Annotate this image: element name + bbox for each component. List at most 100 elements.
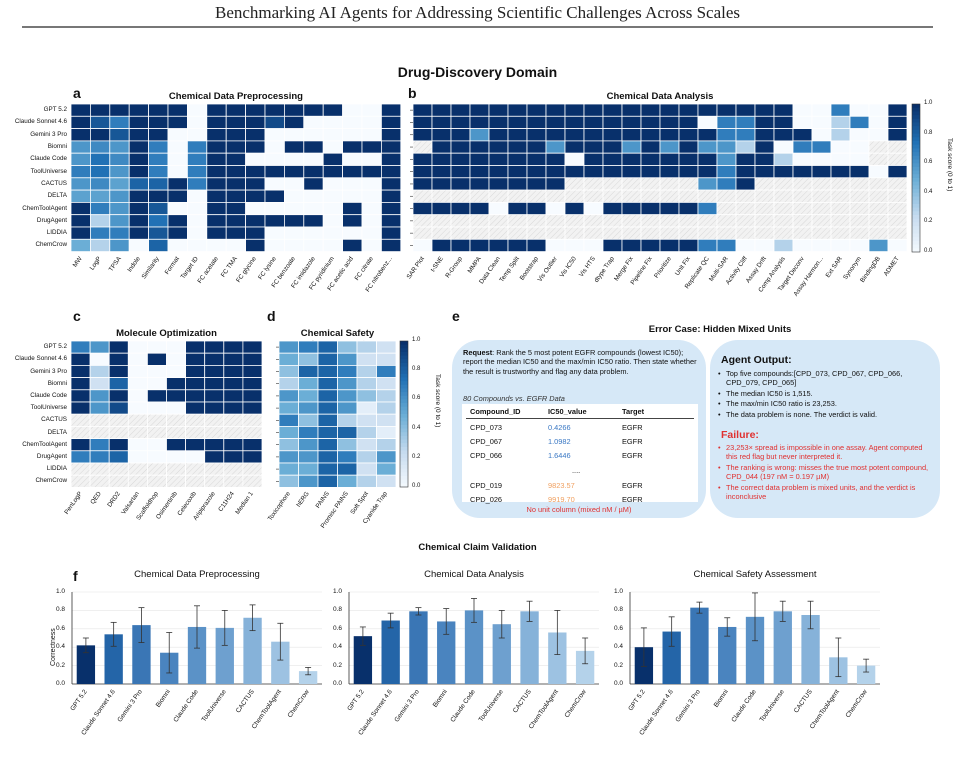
heatmap-cell (283, 152, 305, 166)
domain-title: Drug-Discovery Domain (397, 64, 558, 80)
heatmap-cell (70, 238, 91, 253)
heatmap-cell (322, 128, 343, 142)
heatmap-cell (225, 214, 246, 228)
heatmap-cell (735, 115, 756, 130)
heatmap-cell (204, 401, 225, 415)
heatmap-cell (167, 165, 188, 179)
heatmap-cell (317, 377, 338, 391)
heatmap-cell (166, 474, 187, 488)
heatmap-cell (583, 140, 604, 154)
heatmap-cell (735, 177, 756, 191)
heatmap-cell (887, 202, 908, 216)
heatmap-cell (431, 140, 452, 154)
bar (520, 611, 539, 684)
heatmap-cell (204, 364, 225, 378)
heatmap-cell (507, 115, 528, 130)
heatmap-cell (278, 426, 299, 440)
heatmap-cell (792, 214, 813, 228)
heatmap-cell (830, 165, 851, 179)
heatmap-cell (264, 128, 285, 142)
heatmap-cell (185, 377, 206, 391)
heatmap-cell (283, 177, 305, 191)
row-label: LIDDIA (46, 229, 67, 237)
row-label: DELTA (47, 428, 67, 436)
heatmap-cell (830, 214, 851, 228)
colorbar-step (912, 107, 920, 112)
heatmap-cell (342, 152, 363, 166)
table-rule (466, 418, 694, 419)
heatmap-cell (70, 352, 91, 366)
heatmap-cell (716, 165, 737, 179)
heatmap-cell (412, 165, 433, 179)
heatmap-cell (469, 140, 490, 154)
heatmap-cell (322, 152, 343, 166)
heatmap-cell (811, 238, 832, 253)
heatmap-cell (89, 202, 111, 216)
heatmap-cell (223, 364, 244, 378)
heatmap-cell (264, 140, 285, 154)
heatmap-cell (361, 140, 382, 154)
row-label: Biomni (47, 379, 67, 387)
heatmap-cell (621, 140, 642, 154)
heatmap-cell (659, 103, 680, 117)
heatmap-cell (283, 189, 305, 203)
heatmap-cell (621, 165, 642, 179)
bullet-text: 23,253× spread is impossible in one assa… (726, 443, 923, 462)
y-tick-label: 0.8 (614, 606, 624, 614)
heatmap-cell (89, 426, 110, 440)
heatmap-cell (322, 165, 343, 179)
y-tick-label: 0.2 (333, 661, 343, 669)
heatmap-cell (376, 352, 397, 366)
colorbar-step (912, 170, 920, 175)
heatmap-cell (337, 438, 358, 452)
heatmap-cell (450, 128, 471, 142)
heatmap-cell (640, 189, 661, 203)
heatmap-cell (342, 202, 363, 216)
heatmap-cell (127, 438, 148, 452)
heatmap-cell (849, 214, 870, 228)
heatmap-cell (564, 202, 585, 216)
heatmap-cell (70, 413, 91, 427)
data-caption: 80 Compounds vs. EGFR Data (463, 394, 565, 403)
heatmap-cell (849, 152, 870, 166)
heatmap-cell (361, 115, 382, 130)
colorbar-step (912, 159, 920, 164)
heatmap-cell (659, 189, 680, 203)
colorbar-step (912, 166, 920, 172)
heatmap-cell (380, 177, 402, 191)
heatmap-cell (583, 226, 604, 240)
heatmap-cell (356, 474, 377, 488)
heatmap-cell (225, 202, 246, 216)
colorbar-step (912, 144, 920, 149)
table-cell: .... (572, 466, 581, 475)
heatmap-cell (602, 177, 623, 191)
agent-output-list: • Top five compounds:[CPD_073, CPD_067, C… (718, 369, 932, 420)
heatmap-cell (225, 115, 246, 130)
heatmap-cell (361, 177, 382, 191)
colorbar-step (912, 122, 920, 127)
heatmap-cell (868, 103, 889, 117)
heatmap-cell (545, 140, 566, 154)
heatmap-cell (526, 140, 547, 154)
colorbar-step (912, 174, 920, 179)
heatmap-cell (185, 340, 206, 354)
bar (271, 641, 290, 684)
heatmap-cell (206, 238, 227, 253)
heatmap-cell (450, 103, 471, 117)
heatmap-cell (697, 152, 718, 166)
heatmap-cell (167, 202, 188, 216)
heatmap-cell (166, 389, 187, 403)
colorbar-tick: 1.0 (924, 100, 933, 106)
heatmap-cell (716, 128, 737, 142)
row-label: Gemini 3 Pro (30, 367, 67, 375)
colorbar-step (400, 483, 408, 488)
heatmap-cell (108, 340, 129, 354)
heatmap-cell (583, 165, 604, 179)
heatmap-cell (811, 226, 832, 240)
heatmap-cell (147, 401, 167, 415)
heatmap-cell (773, 140, 794, 154)
heatmap-grid (276, 340, 397, 488)
heatmap-cell (469, 152, 490, 166)
x-tick-label: ToolUniverse (758, 688, 786, 724)
heatmap-cell (361, 238, 382, 253)
